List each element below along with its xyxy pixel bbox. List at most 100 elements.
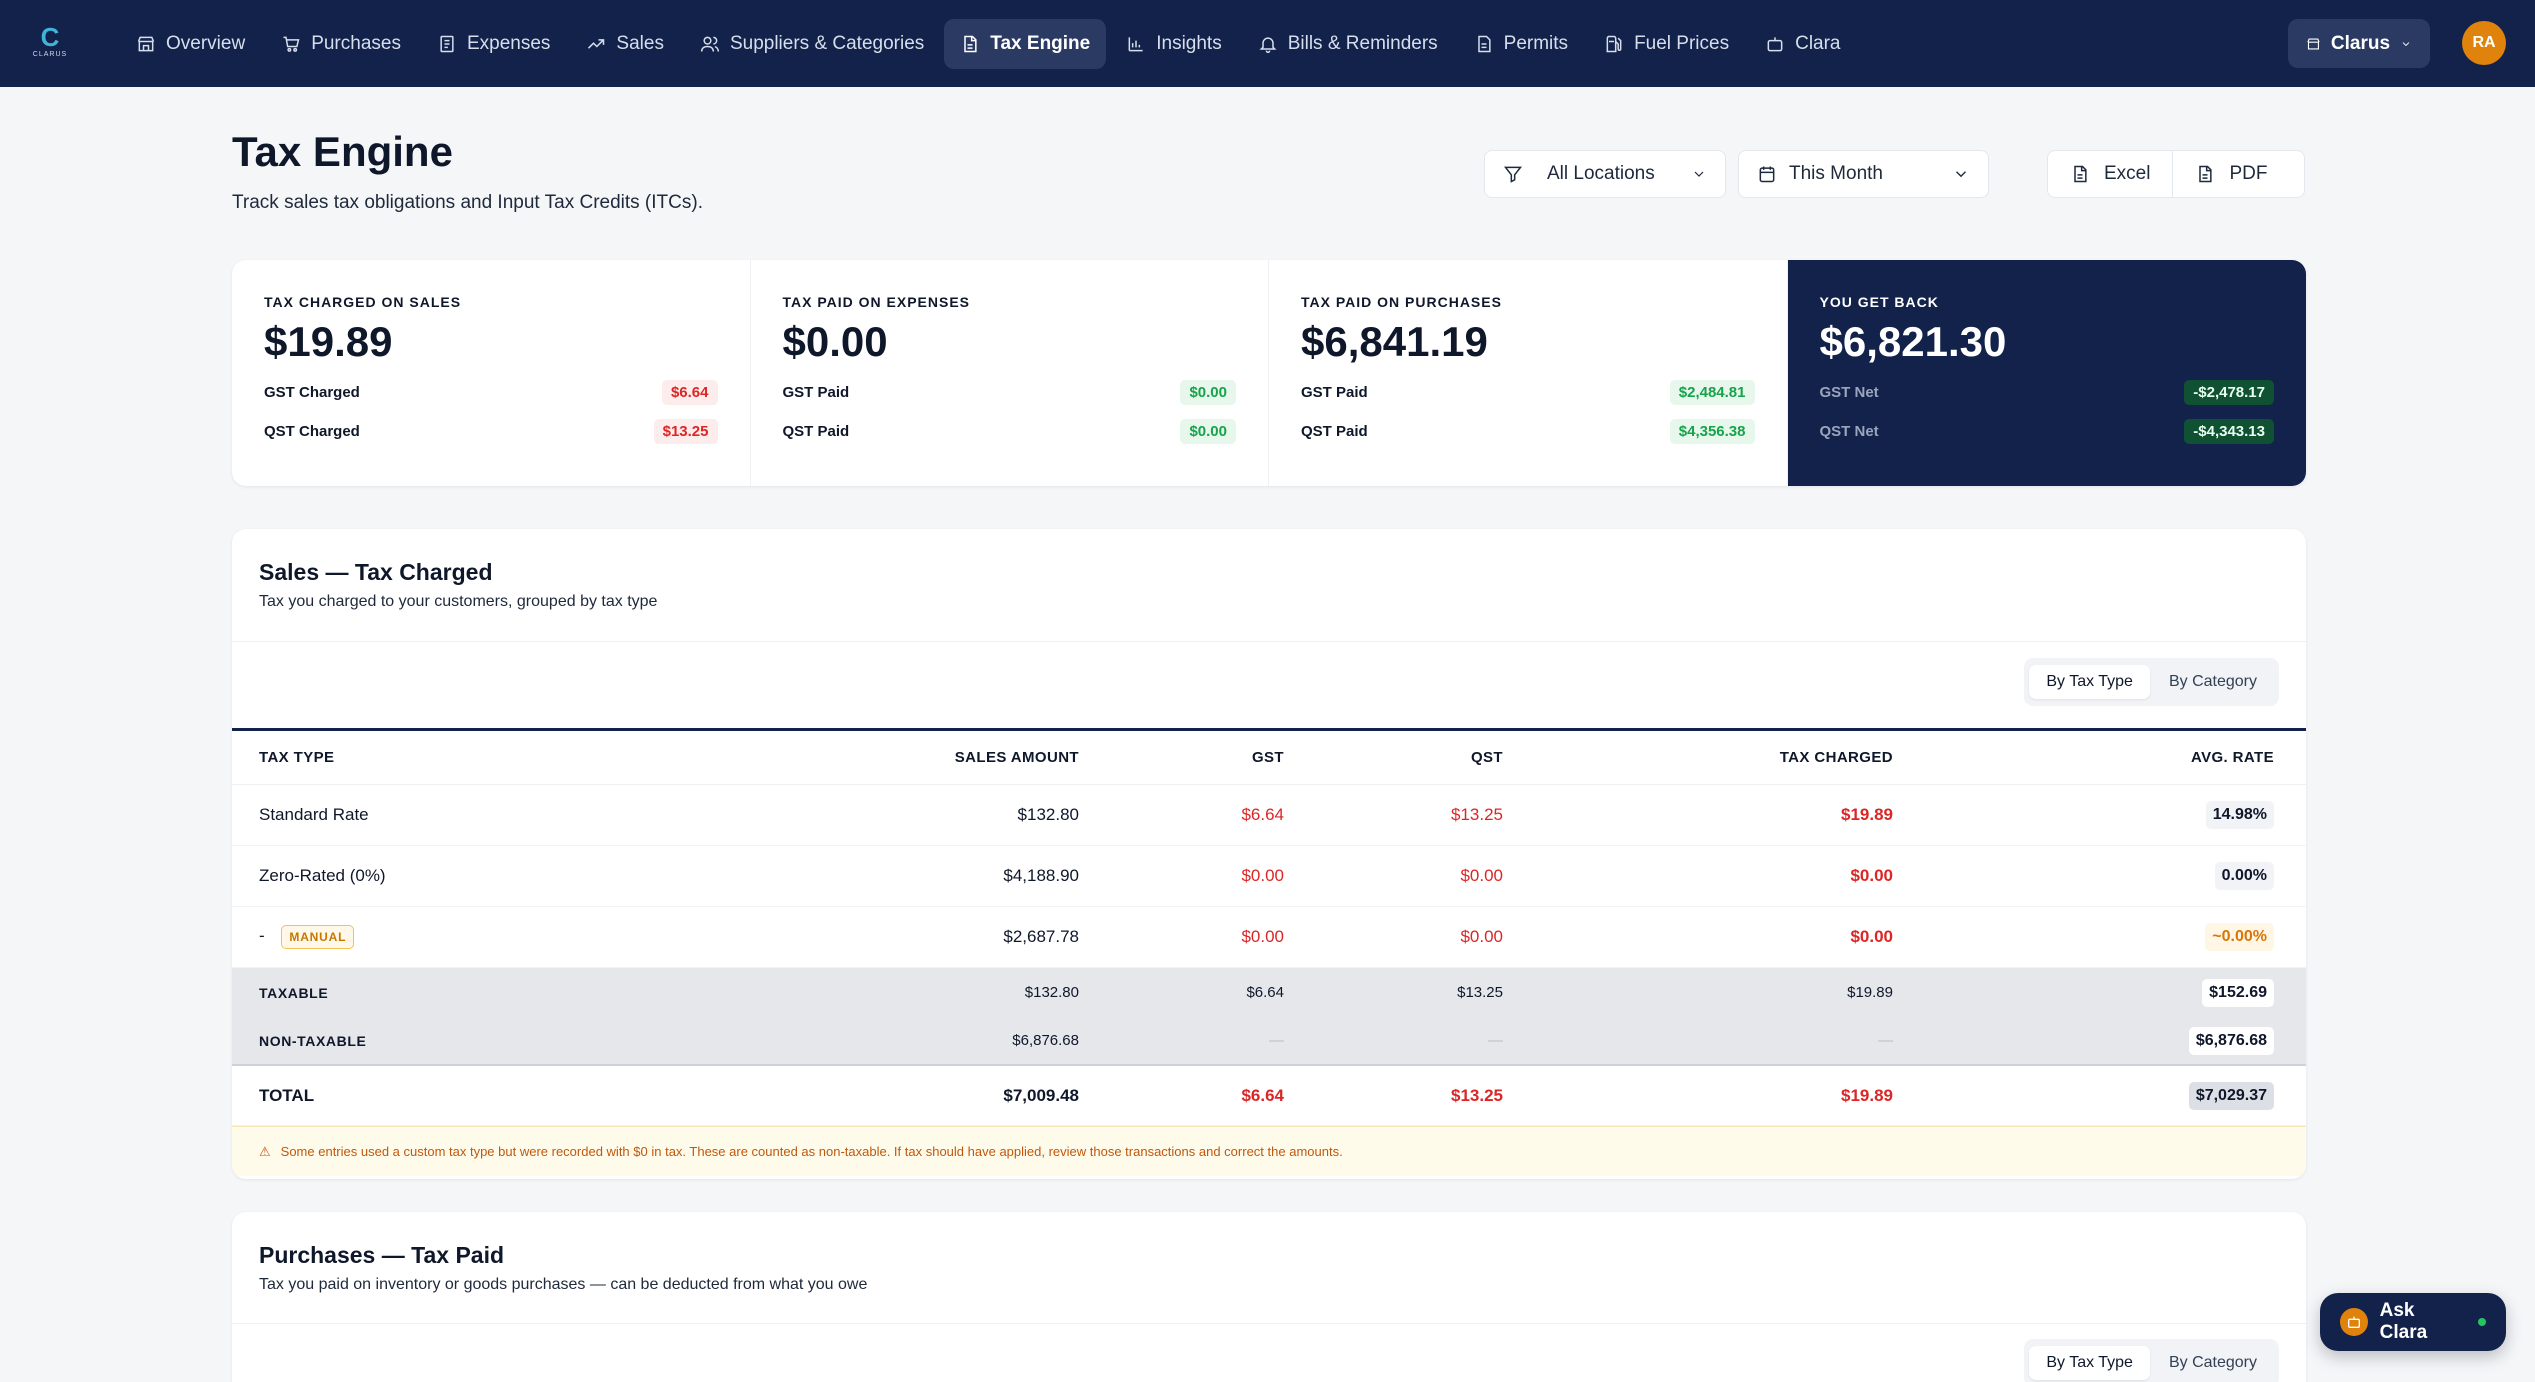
table-row[interactable]: Standard Rate $132.80 $6.64 $13.25 $19.8… (232, 785, 2306, 846)
col-qst[interactable]: QST (1470, 749, 1503, 766)
cell-tax-charged: $0.00 (1850, 866, 1893, 885)
warning-text: Some entries used a custom tax type but … (280, 1144, 1343, 1159)
card-value: $6,841.19 (1301, 318, 1488, 365)
nav-item-label: Suppliers & Categories (729, 33, 925, 54)
cell-gst: — (1269, 1032, 1284, 1049)
card-row-value: $6.64 (661, 380, 718, 405)
cell-sales-amount: $7,009.48 (1003, 1085, 1079, 1105)
section-title: Purchases — Tax Paid (259, 1242, 505, 1268)
col-tax-charged[interactable]: TAX CHARGED (1779, 749, 1893, 766)
toggle-by-category[interactable]: By Category (2168, 1354, 2257, 1371)
table-header: TAX TYPE SALES AMOUNT GST QST TAX CHARGE… (232, 728, 2306, 785)
non-taxable-warning: ⚠ Some entries used a custom tax type bu… (232, 1126, 2306, 1176)
location-switcher[interactable]: Clarus (2288, 19, 2430, 68)
purchases-tax-paid-panel: Purchases — Tax Paid Tax you paid on inv… (232, 1212, 2306, 1382)
table-row[interactable]: Zero-Rated (0%) $4,188.90 $0.00 $0.00 $0… (232, 846, 2306, 907)
chevron-down-icon (1694, 171, 1704, 177)
card-value: $19.89 (264, 318, 393, 365)
clarus-logo[interactable]: C CLARUS (30, 24, 70, 62)
toggle-by-category[interactable]: By Category (2168, 673, 2257, 690)
col-avg-rate[interactable]: AVG. RATE (2190, 749, 2274, 766)
warning-icon: ⚠ (259, 1143, 271, 1159)
card-label: TAX PAID ON PURCHASES (1301, 294, 1502, 310)
period-filter[interactable]: This Month (1738, 150, 1989, 198)
total-row: TOTAL $7,009.48 $6.64 $13.25 $19.89 $7,0… (232, 1066, 2306, 1126)
col-sales-amount[interactable]: SALES AMOUNT (954, 749, 1079, 766)
card-row-label: GST Paid (782, 384, 850, 401)
card-row-label: QST Paid (1301, 423, 1368, 440)
file-icon (1477, 35, 1491, 53)
nav-item-permits[interactable]: Permits (1458, 19, 1584, 69)
cell-avg-rate: 0.00% (2214, 862, 2274, 890)
col-gst[interactable]: GST (1251, 749, 1284, 766)
cell-sales-amount: $6,876.68 (1012, 1032, 1079, 1049)
cell-avg-rate: $7,029.37 (2188, 1081, 2274, 1110)
card-tax-paid-on-expenses: TAX PAID ON EXPENSES $0.00 GST Paid $0.0… (751, 260, 1269, 486)
filter-icon (1503, 166, 1523, 183)
card-you-get-back: YOU GET BACK $6,821.30 GST Net -$2,478.1… (1787, 260, 2306, 486)
nav-item-sales[interactable]: Sales (570, 19, 680, 69)
table-row[interactable]: - MANUAL $2,687.78 $0.00 $0.00 $0.00 ~0.… (232, 907, 2306, 968)
cell-sales-amount: $2,687.78 (1003, 927, 1079, 946)
bar-chart-icon (1128, 37, 1143, 52)
grouping-toggle: By Tax Type By Category (2024, 1339, 2279, 1382)
nav-item-label: Expenses (466, 33, 551, 54)
cell-gst: $0.00 (1241, 866, 1284, 885)
online-status-dot (2478, 1318, 2486, 1326)
cell-avg-rate: $6,876.68 (2188, 1026, 2274, 1055)
nav-item-label: Sales (616, 33, 664, 54)
card-row-value: $0.00 (1180, 419, 1236, 444)
card-row-value: $0.00 (1180, 380, 1236, 405)
cell-tax-charged: $19.89 (1841, 1085, 1893, 1105)
col-tax-type[interactable]: TAX TYPE (259, 749, 335, 766)
cell-tax-type: Zero-Rated (0%) (259, 866, 386, 885)
manual-badge: MANUAL (281, 925, 355, 949)
nav-item-label: Overview (166, 33, 246, 54)
nav-item-label: Insights (1156, 33, 1222, 54)
nav-item-overview[interactable]: Overview (120, 19, 261, 69)
card-row-value: $13.25 (653, 419, 718, 444)
nav-item-tax-engine[interactable]: Tax Engine (944, 19, 1107, 69)
nav-item-suppliers-categories[interactable]: Suppliers & Categories (684, 19, 940, 69)
bot-icon (1767, 37, 1783, 52)
chevron-down-icon (1956, 171, 1966, 178)
ask-clara-button[interactable]: Ask Clara (2320, 1293, 2506, 1351)
nav-item-label: Tax Engine (990, 33, 1091, 54)
card-row-value: -$4,343.13 (2184, 419, 2274, 444)
nav-item-bills-reminders[interactable]: Bills & Reminders (1242, 19, 1454, 69)
nav-item-purchases[interactable]: Purchases (265, 19, 417, 69)
non-taxable-subtotal-row: NON-TAXABLE $6,876.68 — — — $6,876.68 (232, 1017, 2306, 1066)
bot-icon (2340, 1308, 2368, 1336)
bell-icon (1259, 37, 1277, 54)
card-row: QST Paid $4,356.38 (1301, 419, 1755, 444)
receipt-icon (440, 35, 454, 53)
avatar[interactable]: RA (2462, 21, 2506, 65)
nav-item-insights[interactable]: Insights (1110, 19, 1237, 69)
top-nav-bar: C CLARUS Overview Purchases Expenses Sal… (0, 0, 2535, 87)
card-row-value: $2,484.81 (1669, 380, 1755, 405)
nav-item-label: Bills & Reminders (1287, 33, 1438, 54)
cell-gst: $0.00 (1241, 927, 1284, 946)
toggle-by-tax-type[interactable]: By Tax Type (2029, 1346, 2150, 1380)
card-row: GST Paid $0.00 (782, 380, 1236, 405)
cell-label: NON-TAXABLE (259, 1032, 367, 1049)
fuel-icon (1606, 35, 1622, 53)
store-icon (137, 36, 155, 52)
toggle-by-tax-type[interactable]: By Tax Type (2029, 665, 2150, 699)
card-row: GST Paid $2,484.81 (1301, 380, 1755, 405)
tax-summary-cards: TAX CHARGED ON SALES $19.89 GST Charged … (232, 260, 2306, 486)
nav-item-label: Purchases (311, 33, 401, 54)
export-excel-button[interactable]: Excel (2048, 151, 2172, 197)
nav-item-label: Permits (1503, 33, 1569, 54)
location-filter[interactable]: All Locations (1484, 150, 1726, 198)
cell-tax-charged: — (1878, 1032, 1893, 1049)
divider (232, 1323, 2306, 1324)
export-pdf-button[interactable]: PDF (2172, 151, 2289, 197)
ask-clara-label: Ask Clara (2379, 1300, 2428, 1343)
chevron-down-icon (2402, 41, 2410, 46)
cell-sales-amount: $4,188.90 (1003, 866, 1079, 885)
nav-item-clara[interactable]: Clara (1749, 19, 1856, 69)
card-row: GST Charged $6.64 (264, 380, 718, 405)
nav-item-expenses[interactable]: Expenses (421, 19, 566, 69)
nav-item-fuel-prices[interactable]: Fuel Prices (1588, 19, 1745, 69)
